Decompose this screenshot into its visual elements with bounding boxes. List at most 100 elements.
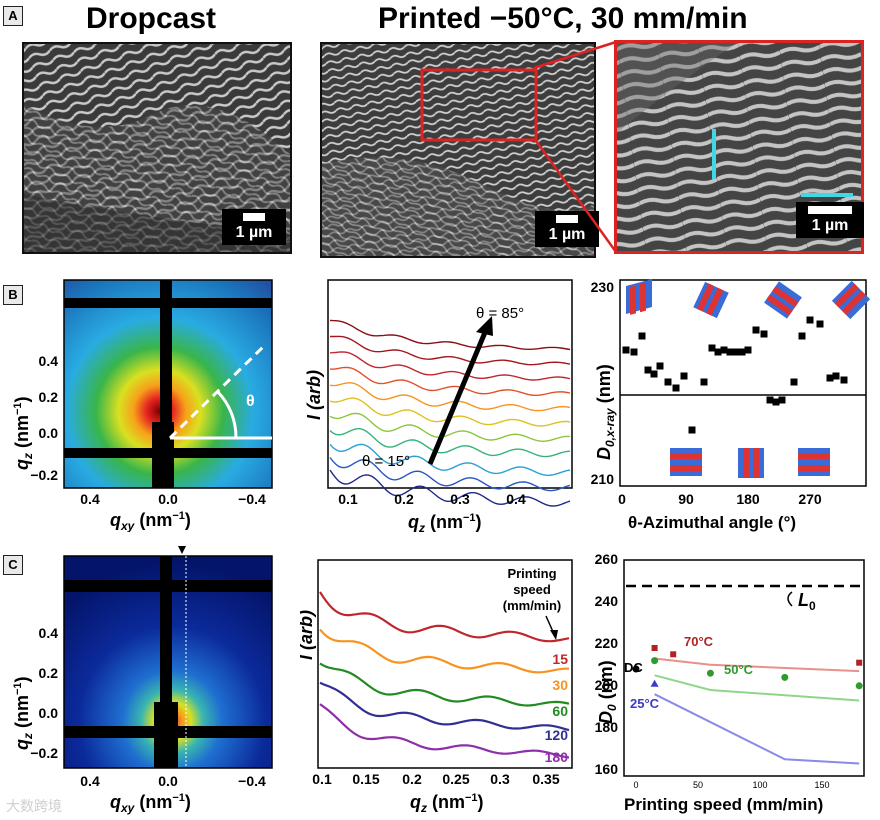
- data-point: [726, 348, 734, 356]
- y-axis-label: I (arb): [304, 370, 324, 420]
- xtick: 0.4: [80, 491, 100, 507]
- data-point-70c: [856, 659, 863, 666]
- profile-curve: [329, 469, 571, 507]
- xtick: −0.4: [238, 773, 266, 789]
- xtick: 50: [693, 780, 703, 790]
- profile-curve: [329, 428, 571, 458]
- data-point-50c: [781, 673, 789, 681]
- xtick: 0.2: [394, 491, 414, 507]
- data-point: [650, 370, 658, 378]
- trend-line-25c: [654, 693, 860, 765]
- legend-title-line: speed: [513, 582, 551, 597]
- data-point: [744, 346, 752, 354]
- label-50c: 50°C: [724, 662, 754, 677]
- trend-line-70c: [654, 657, 860, 673]
- profile-curves: [319, 591, 570, 759]
- data-point: [638, 332, 646, 340]
- profile-curve: [329, 412, 570, 443]
- data-point-dc: [632, 665, 640, 673]
- ytick: −0.2: [30, 745, 58, 761]
- data-point: [832, 372, 840, 380]
- data-point: [672, 384, 680, 392]
- data-point-50c: [855, 682, 863, 690]
- data-point: [688, 426, 696, 434]
- data-point-70c: [670, 651, 677, 658]
- data-point: [714, 348, 722, 356]
- label-25c: 25°C: [630, 696, 660, 711]
- label-70c: 70°C: [684, 634, 714, 649]
- y-axis-label: I (arb): [300, 610, 316, 660]
- data-point-50c: [706, 669, 714, 677]
- zoom-connector-lines: [532, 40, 618, 253]
- xtick: 270: [798, 491, 822, 507]
- data-point: [622, 346, 630, 354]
- data-point: [732, 348, 740, 356]
- saxs-pattern-c: 0.4 0.2 0.0 −0.2 0.4 0.0 −0.4 qxy (nm−1)…: [12, 546, 273, 815]
- ytick: 0.4: [39, 625, 59, 641]
- xtick: 100: [752, 780, 767, 790]
- x-axis-label: qz (nm−1): [410, 792, 484, 815]
- data-point: [752, 326, 760, 334]
- x-axis-label: qxy (nm−1): [110, 510, 191, 532]
- data-point: [806, 316, 814, 324]
- scale-bar-label: 1 µm: [548, 226, 586, 243]
- xtick: 0.3: [450, 491, 470, 507]
- data-point-70c: [651, 645, 658, 651]
- speed-legend-label: 120: [545, 727, 569, 743]
- ytick: 220: [595, 635, 619, 651]
- ytick: 0.4: [39, 353, 59, 369]
- y-axis-label: qz (nm−1): [12, 396, 35, 470]
- xtick: 0.0: [158, 773, 178, 789]
- data-point: [656, 362, 664, 370]
- theta-label: θ: [246, 393, 255, 410]
- cube-icons-bottom: [670, 448, 830, 478]
- data-point: [766, 396, 774, 404]
- scale-bar-label: 1 µm: [811, 217, 849, 234]
- data-point: [778, 396, 786, 404]
- data-point-50c: [651, 657, 659, 665]
- xtick: 0.0: [158, 491, 178, 507]
- trend-arrowhead: [476, 316, 493, 336]
- label-theta-15: θ = 15°: [362, 453, 410, 470]
- legend-title-line: Printing: [507, 566, 556, 581]
- xtick: 150: [814, 780, 829, 790]
- xtick: 0.3: [490, 771, 510, 787]
- data-point-25c: [650, 679, 659, 687]
- y-axis-label: D0,x-ray (nm): [594, 364, 617, 460]
- ytick: 0.2: [39, 665, 59, 681]
- cut-marker-icon: [178, 546, 186, 554]
- ytick: 260: [595, 551, 619, 567]
- panel-label-c: C: [3, 555, 23, 575]
- xtick: −0.4: [238, 491, 266, 507]
- data-point: [772, 398, 780, 406]
- xtick: 0: [618, 491, 626, 507]
- speed-legend-label: 180: [545, 749, 569, 765]
- speed-legend-label: 30: [552, 677, 568, 693]
- ytick: 0.0: [39, 705, 59, 721]
- data-point: [798, 332, 806, 340]
- xtick: 0.15: [352, 771, 379, 787]
- profile-curve: [329, 366, 571, 396]
- profile-curve: [329, 319, 571, 351]
- watermark: 大数跨境: [6, 798, 62, 814]
- profile-curve: [329, 351, 571, 381]
- scale-bar-printed: 1 µm: [535, 211, 599, 247]
- ytick: −0.2: [30, 467, 58, 483]
- xtick: 0.25: [442, 771, 469, 787]
- y-axis-label: D0 (nm): [596, 660, 619, 724]
- speed-legend-label: 60: [552, 703, 568, 719]
- saxs-pattern-b: θ 0.4 0.2 0.0 −0.2 0.4 0.0 −0.4 qxy (nm−…: [12, 279, 273, 532]
- speed-profile-curve: [319, 662, 570, 707]
- profile-curve: [330, 335, 571, 366]
- trend-arrow: [427, 329, 489, 465]
- data-points: [622, 316, 848, 434]
- profile-curve: [329, 382, 571, 412]
- d0-speed-plot: L0 70°C 50°C 25°C DC 260 240 220 200 180…: [595, 551, 865, 814]
- data-point: [790, 378, 798, 386]
- panel-label-a: A: [3, 6, 23, 26]
- title-printed: Printed −50°C, 30 mm/min: [378, 2, 748, 35]
- data-point: [664, 378, 672, 386]
- data-point: [738, 348, 746, 356]
- data-point: [644, 366, 652, 374]
- intensity-profiles-b: θ = 85° θ = 15° 0.1 0.2 0.3 0.4 qz (nm−1…: [304, 279, 573, 532]
